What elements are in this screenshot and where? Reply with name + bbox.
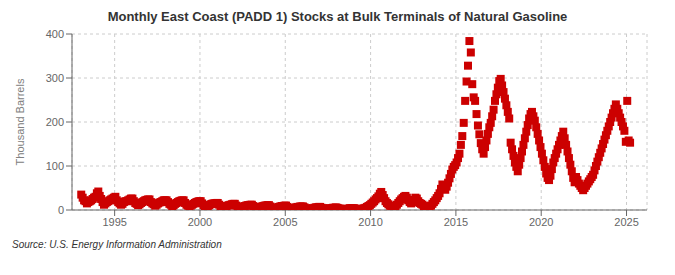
html-text:Source: U.S. Energy Informatio: Source: U.S. Energy Information Administ… (12, 239, 222, 250)
svg-text:300: 300 (46, 72, 64, 84)
svg-text:0: 0 (58, 204, 64, 216)
svg-text:2020: 2020 (529, 216, 553, 228)
svg-text:1995: 1995 (102, 216, 126, 228)
svg-text:Thousand Barrels: Thousand Barrels (14, 78, 26, 165)
html-text:Monthly East Coast (PADD 1) St: Monthly East Coast (PADD 1) Stocks at Bu… (107, 9, 568, 24)
svg-text:2025: 2025 (614, 216, 638, 228)
svg-text:2015: 2015 (444, 216, 468, 228)
svg-text:2010: 2010 (358, 216, 382, 228)
svg-text:2000: 2000 (188, 216, 212, 228)
svg-text:200: 200 (46, 116, 64, 128)
svg-text:100: 100 (46, 160, 64, 172)
svg-text:400: 400 (46, 28, 64, 40)
svg-text:2005: 2005 (273, 216, 297, 228)
